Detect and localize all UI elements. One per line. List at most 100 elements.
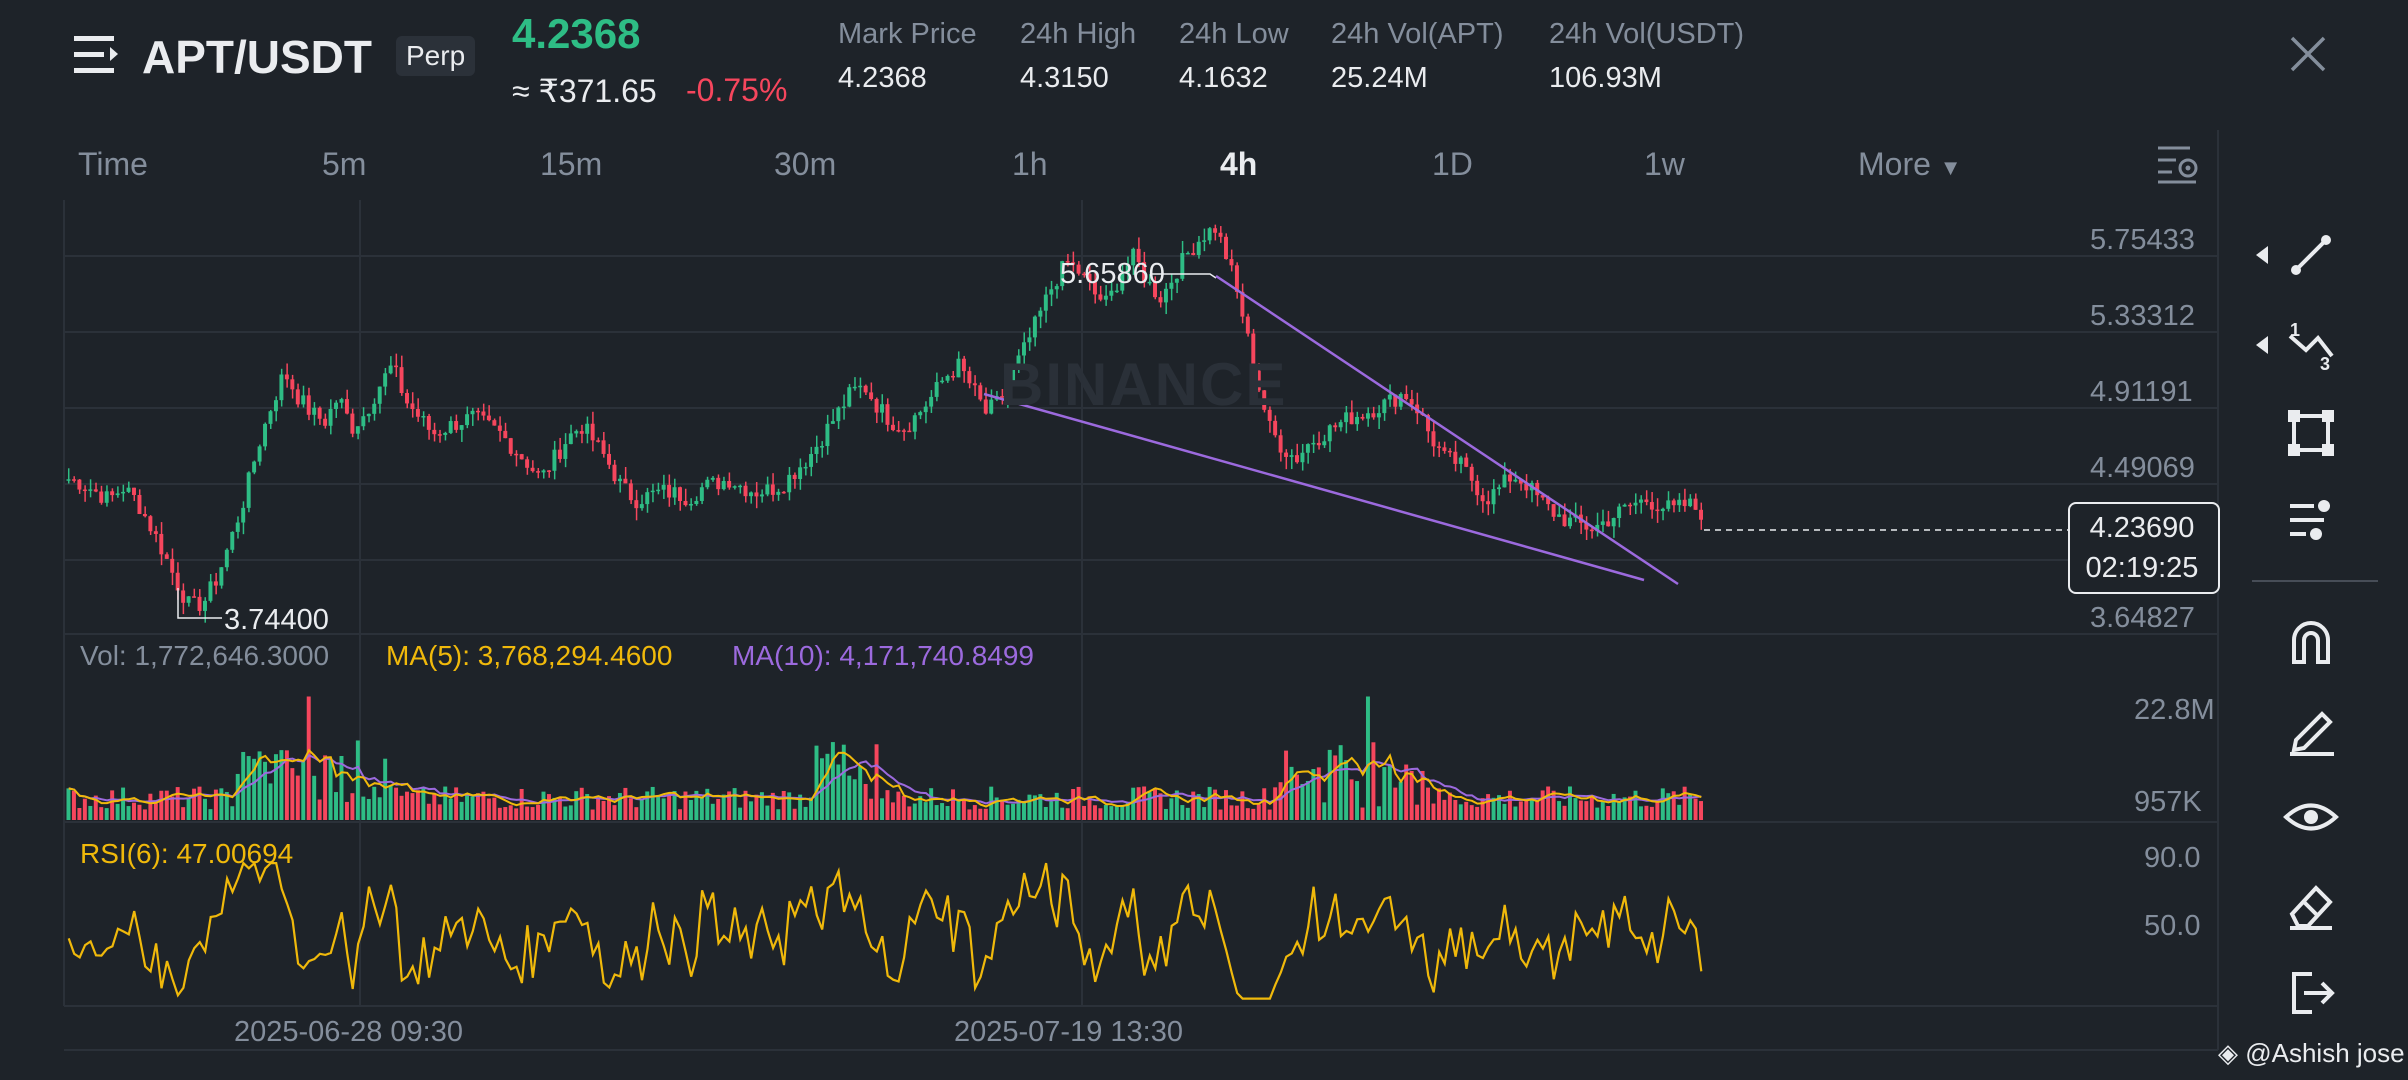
volume-bar bbox=[1415, 804, 1420, 820]
volume-bar bbox=[279, 750, 284, 820]
close-icon[interactable] bbox=[2288, 34, 2328, 74]
volume-bar bbox=[377, 797, 382, 820]
volume-bar bbox=[1628, 796, 1633, 820]
candle bbox=[525, 459, 530, 468]
candle bbox=[972, 383, 977, 386]
candle bbox=[907, 430, 912, 433]
indicator-icon[interactable] bbox=[2282, 492, 2340, 550]
volume-bar bbox=[230, 806, 235, 820]
volume-bar bbox=[852, 779, 857, 820]
volume-bar bbox=[798, 794, 803, 820]
candle bbox=[1458, 457, 1463, 464]
candle bbox=[1638, 499, 1643, 503]
tab-1w[interactable]: 1w bbox=[1644, 146, 1685, 182]
candle bbox=[912, 415, 917, 432]
trendline-icon[interactable] bbox=[2282, 226, 2340, 284]
volume-bar bbox=[1655, 799, 1660, 820]
chart-settings-icon[interactable] bbox=[2156, 144, 2200, 184]
volume-bar bbox=[901, 795, 906, 820]
candle bbox=[88, 489, 93, 491]
volume-bar bbox=[132, 802, 136, 820]
candle bbox=[1082, 273, 1087, 276]
expand-caret-icon[interactable] bbox=[2254, 334, 2270, 356]
volume-bar bbox=[1480, 798, 1485, 820]
tab-30m[interactable]: 30m bbox=[774, 146, 837, 182]
volume-bar bbox=[1404, 764, 1409, 820]
tab-more[interactable]: More ▼ bbox=[1858, 146, 1962, 183]
stat-value-24h-low: 4.1632 bbox=[1179, 62, 1268, 94]
candle-timer: 02:19:25 bbox=[2085, 552, 2199, 584]
volume-bar bbox=[224, 791, 229, 820]
exit-icon[interactable] bbox=[2282, 964, 2340, 1022]
tab-5m[interactable]: 5m bbox=[322, 146, 367, 182]
candle bbox=[896, 430, 901, 432]
expand-caret-icon[interactable] bbox=[2254, 244, 2270, 266]
shape-icon[interactable] bbox=[2282, 404, 2340, 462]
candle bbox=[1464, 457, 1469, 467]
candle bbox=[93, 489, 98, 492]
candle bbox=[1644, 499, 1649, 503]
volume-bar bbox=[1278, 782, 1283, 820]
volume-bar bbox=[945, 806, 950, 820]
candle bbox=[1633, 502, 1638, 506]
candle bbox=[383, 373, 388, 387]
candle bbox=[181, 590, 186, 603]
magnet-icon[interactable] bbox=[2282, 612, 2340, 670]
tab-4h[interactable]: 4h bbox=[1220, 146, 1258, 182]
eye-icon[interactable] bbox=[2282, 788, 2340, 846]
tab-1d[interactable]: 1D bbox=[1432, 146, 1473, 182]
low-leader bbox=[177, 588, 222, 619]
tab-15m[interactable]: 15m bbox=[540, 146, 603, 182]
menu-icon[interactable] bbox=[74, 34, 122, 76]
volume-bar bbox=[1371, 742, 1376, 820]
candle bbox=[1163, 288, 1168, 303]
volume-bar bbox=[1032, 795, 1037, 820]
volume-bar bbox=[967, 809, 972, 820]
pair-title[interactable]: APT/USDT bbox=[142, 31, 372, 83]
candle bbox=[650, 490, 655, 493]
volume-bar bbox=[1005, 804, 1010, 820]
volume-axis-label: 22.8M bbox=[2134, 694, 2215, 726]
candle bbox=[1333, 425, 1338, 428]
volume-bar bbox=[1245, 808, 1250, 820]
volume-bar bbox=[650, 786, 655, 820]
candle bbox=[465, 414, 470, 426]
candle bbox=[1125, 265, 1130, 274]
upper-trendline bbox=[1215, 274, 1679, 586]
volume-bar bbox=[951, 789, 955, 820]
candle bbox=[852, 386, 857, 389]
volume-bar bbox=[863, 784, 868, 820]
volume-bar bbox=[683, 791, 688, 820]
candle bbox=[170, 558, 175, 573]
volume-bar bbox=[388, 785, 393, 820]
volume-bar bbox=[1311, 769, 1316, 820]
candle bbox=[628, 483, 633, 501]
volume-bar bbox=[372, 786, 377, 820]
candle bbox=[809, 454, 814, 467]
volume-bar bbox=[1699, 801, 1703, 820]
volume-bar bbox=[1633, 790, 1638, 820]
volume-bar bbox=[1043, 806, 1048, 820]
volume-bar bbox=[252, 758, 257, 820]
volume-bar bbox=[1458, 804, 1463, 820]
candle bbox=[257, 446, 262, 462]
candle bbox=[279, 374, 284, 401]
candle bbox=[1114, 290, 1119, 293]
candle bbox=[1234, 265, 1239, 292]
candle bbox=[596, 440, 601, 442]
candle bbox=[355, 426, 360, 434]
volume-bar bbox=[1578, 800, 1583, 820]
volume-bar bbox=[1562, 805, 1567, 820]
tab-1h[interactable]: 1h bbox=[1012, 146, 1048, 182]
volume-bar bbox=[1011, 803, 1016, 820]
ma10-label: MA(10): 4,171,740.8499 bbox=[732, 640, 1034, 671]
candle bbox=[1497, 487, 1501, 490]
volume-bar bbox=[306, 696, 311, 820]
eraser-icon[interactable] bbox=[2282, 876, 2340, 934]
pencil-icon[interactable] bbox=[2282, 700, 2340, 758]
tab-time[interactable]: Time bbox=[78, 146, 148, 182]
volume-bar bbox=[678, 809, 682, 820]
fibonacci-icon[interactable]: 1 3 bbox=[2282, 316, 2340, 374]
volume-bar bbox=[203, 798, 207, 820]
